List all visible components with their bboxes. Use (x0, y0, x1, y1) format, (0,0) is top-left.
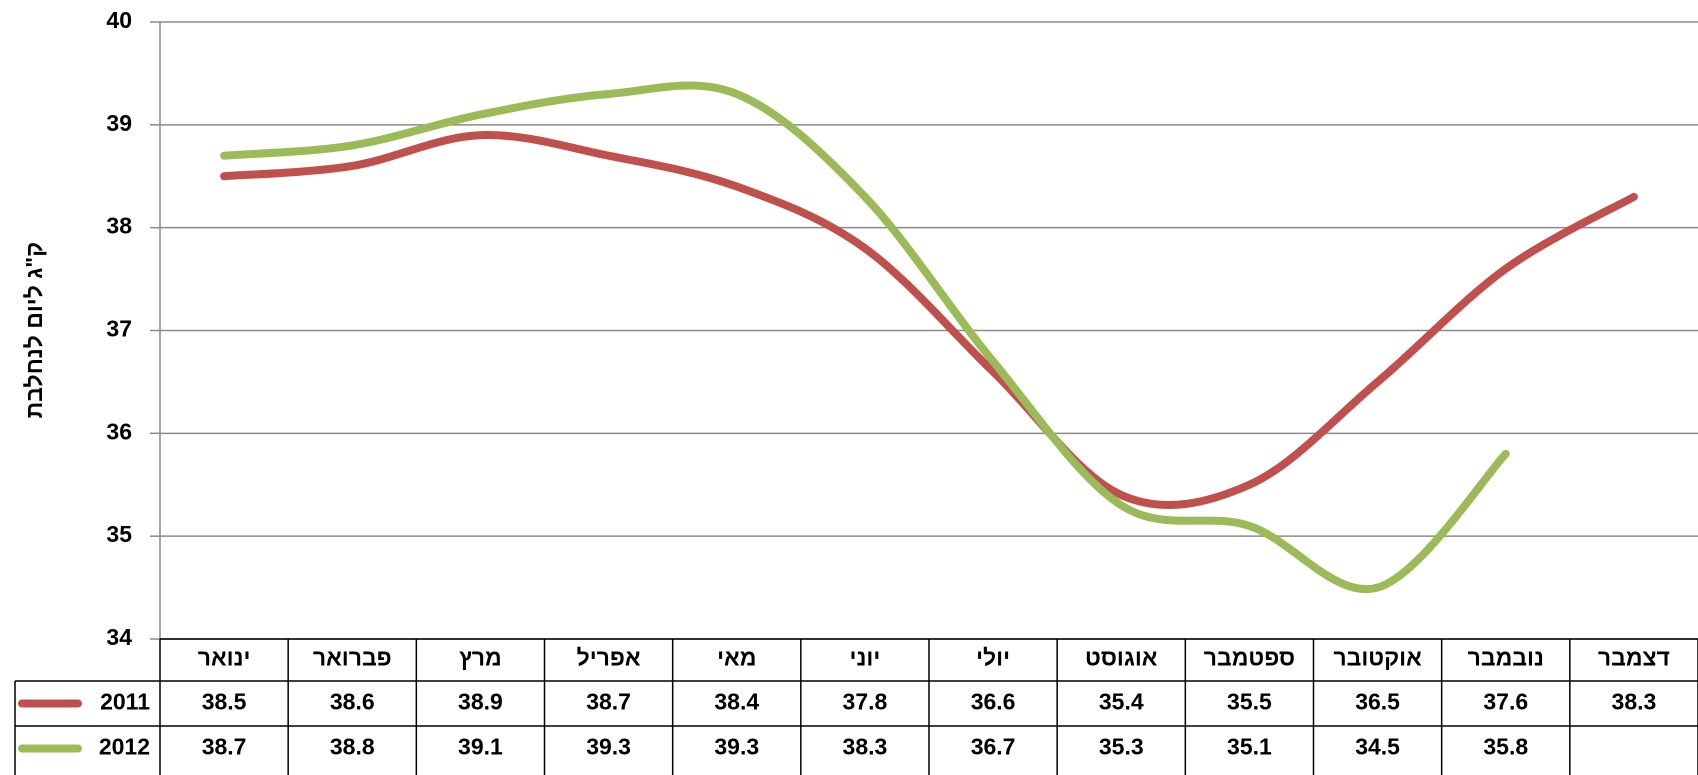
y-tick-label: 38 (106, 213, 132, 239)
table-value: 35.8 (1483, 734, 1528, 760)
table-value: 38.5 (202, 689, 247, 715)
y-tick-label: 37 (106, 316, 132, 342)
x-tick-label: מאי (717, 645, 756, 671)
y-tick-label: 39 (106, 110, 132, 136)
y-tick-label: 35 (106, 521, 132, 547)
x-tick-label: אפריל (577, 645, 641, 671)
legend-label: 2011 (100, 689, 150, 715)
table-value: 38.9 (458, 689, 503, 715)
table-value: 38.3 (1612, 689, 1657, 715)
y-tick-label: 36 (106, 418, 132, 444)
table-value: 36.6 (971, 689, 1016, 715)
table-value: 38.7 (202, 734, 247, 760)
table-value: 38.3 (843, 734, 888, 760)
x-tick-label: נובמבר (1468, 645, 1544, 671)
x-tick-label: דצמבר (1598, 645, 1670, 671)
series-line (220, 130, 1638, 509)
table-value: 36.7 (971, 734, 1016, 760)
x-tick-label: אוגוסט (1085, 645, 1158, 671)
x-tick-label: ספטמבר (1204, 645, 1295, 671)
table-value: 35.5 (1227, 689, 1272, 715)
table-value: 38.6 (330, 689, 375, 715)
table-value: 39.3 (714, 734, 759, 760)
x-tick-label: ינואר (198, 645, 251, 671)
table-value: 35.3 (1099, 734, 1144, 760)
table-value: 39.3 (586, 734, 631, 760)
y-tick-label: 34 (106, 624, 132, 650)
table-value: 35.4 (1099, 689, 1144, 715)
x-tick-label: אוקטובר (1333, 645, 1422, 671)
legend-label: 2012 (99, 734, 150, 760)
table-value: 37.8 (843, 689, 888, 715)
table-value: 38.7 (586, 689, 631, 715)
table-value: 38.8 (330, 734, 375, 760)
table-value: 37.6 (1483, 689, 1528, 715)
series-line (220, 81, 1510, 594)
x-tick-label: יולי (976, 645, 1010, 671)
x-tick-label: פברואר (313, 645, 392, 671)
table-value: 39.1 (458, 734, 503, 760)
x-tick-label: מרץ (459, 645, 502, 671)
table-value: 34.5 (1355, 734, 1400, 760)
y-axis-title: ק"ג ליום לנחלבת (21, 242, 47, 418)
table-value: 35.1 (1227, 734, 1272, 760)
y-tick-label: 40 (106, 7, 132, 33)
table-value: 36.5 (1355, 689, 1400, 715)
x-tick-label: יוני (850, 645, 881, 671)
table-value: 38.4 (714, 689, 759, 715)
